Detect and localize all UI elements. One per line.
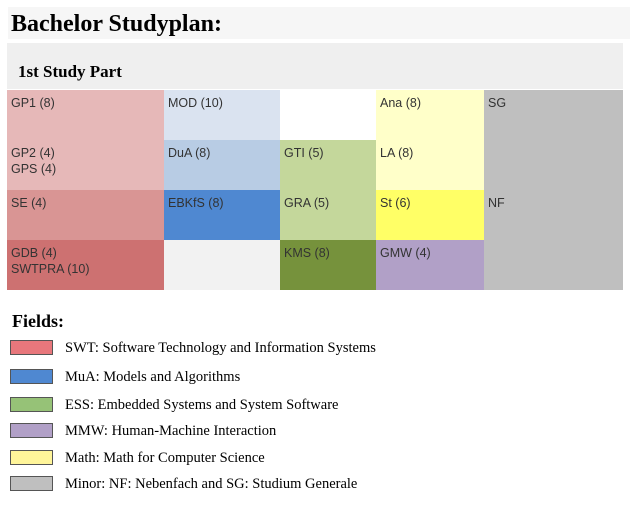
module-label: GP2 (4) bbox=[11, 146, 55, 160]
legend-item-minor: Minor: NF: Nebenfach and SG: Studium Gen… bbox=[10, 476, 610, 494]
empty-cell bbox=[164, 240, 280, 290]
module-cell-st[interactable]: St (6) bbox=[376, 190, 484, 240]
legend-item-mua: MuA: Models and Algorithms bbox=[10, 369, 610, 387]
legend-swatch bbox=[10, 450, 53, 465]
legend-swatch bbox=[10, 476, 53, 491]
module-label: GDB (4) bbox=[11, 246, 57, 260]
module-cell-gmw[interactable]: GMW (4) bbox=[376, 240, 484, 290]
module-cell-la[interactable]: LA (8) bbox=[376, 140, 484, 190]
legend-label: ESS: Embedded Systems and System Softwar… bbox=[65, 397, 339, 413]
legend-item-math: Math: Math for Computer Science bbox=[10, 450, 610, 468]
legend-swatch bbox=[10, 423, 53, 438]
study-part-title: 1st Study Part bbox=[18, 62, 122, 81]
empty-cell bbox=[280, 90, 376, 140]
fields-title: Fields: bbox=[12, 311, 64, 331]
module-label: SG bbox=[488, 96, 507, 110]
module-cell-mod[interactable]: MOD (10) bbox=[164, 90, 280, 140]
module-cell-se[interactable]: SE (4) bbox=[7, 190, 164, 240]
module-label: SE (4) bbox=[11, 196, 47, 210]
module-cell-gp1[interactable]: GP1 (8) bbox=[7, 90, 164, 140]
study-part-header bbox=[7, 43, 623, 89]
studyplan-grid: GP1 (8) MOD (10) Ana (8) SG GP2 (4) GPS (… bbox=[7, 90, 623, 290]
module-label: GPS (4) bbox=[11, 162, 57, 176]
module-label: GTI (5) bbox=[284, 146, 324, 160]
legend-label: MMW: Human-Machine Interaction bbox=[65, 423, 277, 439]
title-bar bbox=[8, 7, 630, 39]
module-label: EBKfS (8) bbox=[168, 196, 224, 210]
module-cell-gra[interactable]: GRA (5) bbox=[280, 190, 376, 240]
module-label: GRA (5) bbox=[284, 196, 330, 210]
legend-label: MuA: Models and Algorithms bbox=[65, 369, 241, 385]
legend-item-mmw: MMW: Human-Machine Interaction bbox=[10, 423, 610, 441]
legend-item-swt: SWT: Software Technology and Information… bbox=[10, 340, 610, 358]
module-label: NF bbox=[488, 196, 505, 210]
legend-swatch bbox=[10, 369, 53, 384]
module-label: LA (8) bbox=[380, 146, 414, 160]
page-title: Bachelor Studyplan: bbox=[11, 11, 222, 37]
legend-label: Minor: NF: Nebenfach and SG: Studium Gen… bbox=[65, 476, 358, 492]
legend-label: SWT: Software Technology and Information… bbox=[65, 340, 376, 356]
module-label: GP1 (8) bbox=[11, 96, 55, 110]
module-label: DuA (8) bbox=[168, 146, 211, 160]
module-label: MOD (10) bbox=[168, 96, 223, 110]
module-label: Ana (8) bbox=[380, 96, 421, 110]
module-cell-nf[interactable]: NF bbox=[484, 190, 623, 290]
module-cell-dua[interactable]: DuA (8) bbox=[164, 140, 280, 190]
legend-item-ess: ESS: Embedded Systems and System Softwar… bbox=[10, 397, 610, 415]
module-cell-ana[interactable]: Ana (8) bbox=[376, 90, 484, 140]
module-cell-sg[interactable]: SG bbox=[484, 90, 623, 190]
module-cell-gdb-swtpra[interactable]: GDB (4) SWTPRA (10) bbox=[7, 240, 164, 290]
legend-swatch bbox=[10, 397, 53, 412]
module-label: KMS (8) bbox=[284, 246, 330, 260]
module-cell-kms[interactable]: KMS (8) bbox=[280, 240, 376, 290]
module-label: GMW (4) bbox=[380, 246, 431, 260]
legend-swatch bbox=[10, 340, 53, 355]
module-cell-gp2-gps[interactable]: GP2 (4) GPS (4) bbox=[7, 140, 164, 190]
legend-label: Math: Math for Computer Science bbox=[65, 450, 265, 466]
module-cell-gti[interactable]: GTI (5) bbox=[280, 140, 376, 190]
module-label: St (6) bbox=[380, 196, 411, 210]
module-label: SWTPRA (10) bbox=[11, 262, 90, 276]
module-cell-ebkfs[interactable]: EBKfS (8) bbox=[164, 190, 280, 240]
